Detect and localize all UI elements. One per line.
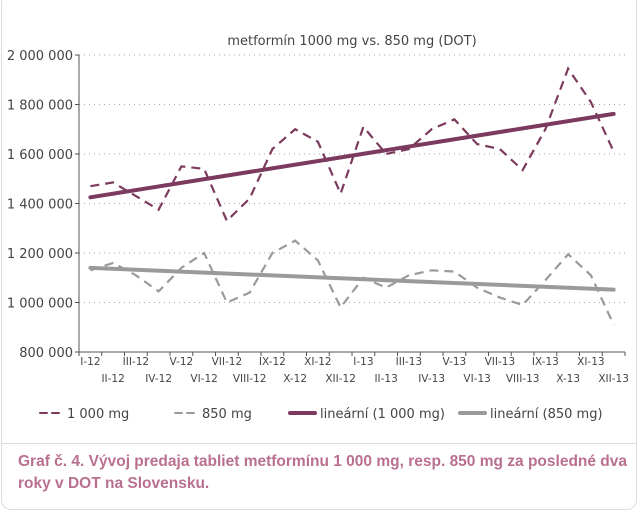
x-tick-label: VIII-12 bbox=[233, 373, 267, 385]
x-tick-label: IX-12 bbox=[259, 356, 286, 368]
y-tick-label: 1 600 000 bbox=[7, 148, 73, 163]
x-tick-label: II-12 bbox=[101, 373, 124, 385]
legend-label: 850 mg bbox=[202, 407, 252, 422]
x-tick-label: III-12 bbox=[123, 356, 149, 368]
legend-label: 1 000 mg bbox=[67, 407, 129, 422]
x-tick-label: IV-13 bbox=[418, 373, 445, 385]
x-tick-label: I-12 bbox=[80, 356, 100, 368]
y-tick-label: 2 000 000 bbox=[7, 49, 73, 64]
x-tick-label: VI-13 bbox=[463, 373, 490, 385]
series-line-line-rn-1-000-mg- bbox=[88, 111, 616, 200]
line-chart: metformín 1000 mg vs. 850 mg (DOT) 800 0… bbox=[7, 34, 629, 422]
x-tick-label: XII-12 bbox=[325, 373, 356, 385]
legend-label: lineární (850 mg) bbox=[490, 407, 603, 422]
x-tick-label: II-13 bbox=[374, 373, 397, 385]
x-tick-label: X-12 bbox=[283, 373, 307, 385]
series-line-1-000-mg bbox=[90, 66, 615, 223]
x-tick-label: VII-12 bbox=[212, 356, 243, 368]
y-tick-label: 1 200 000 bbox=[7, 247, 73, 262]
y-tick-label: 800 000 bbox=[19, 346, 73, 361]
x-tick-label: VII-13 bbox=[485, 356, 516, 368]
figure-caption: Graf č. 4. Vývoj predaja tabliet metform… bbox=[18, 453, 628, 492]
x-tick-label: IV-12 bbox=[145, 373, 172, 385]
x-tick-label: III-13 bbox=[396, 356, 422, 368]
legend-label: lineární (1 000 mg) bbox=[320, 407, 445, 422]
x-tick-label: I-13 bbox=[353, 356, 373, 368]
chart-title: metformín 1000 mg vs. 850 mg (DOT) bbox=[227, 34, 476, 49]
y-tick-label: 1 400 000 bbox=[7, 198, 73, 213]
x-tick-label: XI-12 bbox=[304, 356, 331, 368]
x-tick-label: V-13 bbox=[443, 356, 467, 368]
x-tick-label: VIII-13 bbox=[506, 373, 540, 385]
x-tick-label: VI-12 bbox=[190, 373, 217, 385]
y-tick-label: 1 800 000 bbox=[7, 99, 73, 114]
x-tick-label: V-12 bbox=[170, 356, 194, 368]
x-tick-label: X-13 bbox=[556, 373, 580, 385]
series-line-line-rn-850-mg- bbox=[88, 265, 616, 292]
x-tick-label: XI-13 bbox=[577, 356, 604, 368]
series-line-850-mg bbox=[90, 239, 615, 326]
y-tick-label: 1 000 000 bbox=[7, 297, 73, 312]
x-tick-label: XII-13 bbox=[598, 373, 629, 385]
caption-divider bbox=[1, 443, 637, 444]
x-tick-label: IX-13 bbox=[532, 356, 559, 368]
